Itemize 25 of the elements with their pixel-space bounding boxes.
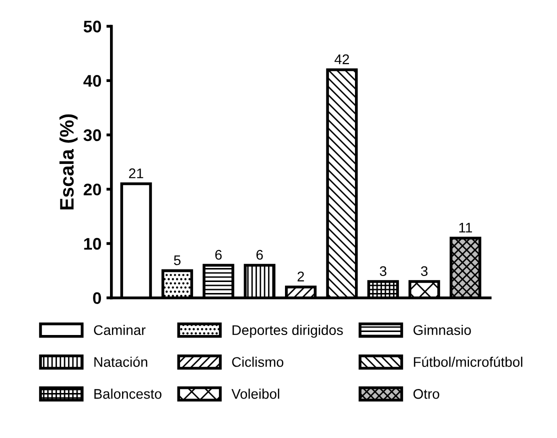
data-label: 3 [380, 266, 386, 276]
data-label: 42 [334, 54, 349, 64]
y-tick-label: 0 [93, 292, 101, 304]
y-axis-title: Escala (%) [59, 114, 78, 210]
legend-label: Baloncesto [94, 388, 162, 399]
data-label: 5 [174, 255, 181, 266]
data-label: 6 [256, 250, 263, 260]
legend-label: Caminar [94, 324, 146, 336]
data-label: 6 [215, 250, 222, 260]
data-label: 21 [129, 168, 144, 178]
y-tick-label: 20 [84, 184, 101, 196]
data-label: 2 [298, 272, 304, 282]
legend-label: Deportes dirigidos [232, 324, 343, 338]
legend-label: Ciclismo [232, 356, 284, 367]
legend-label: Fútbol/microfútbol [414, 356, 522, 367]
legend-label: Otro [413, 389, 440, 399]
data-label: 11 [459, 222, 472, 232]
y-tick-label: 40 [83, 74, 101, 87]
y-tick-label: 10 [84, 238, 101, 250]
legend-label: Gimnasio [414, 324, 471, 336]
y-tick-label: 30 [84, 129, 101, 142]
legend-label: Voleibol [231, 388, 280, 399]
legend-label: Natación [94, 356, 148, 367]
y-tick-label: 50 [84, 20, 101, 32]
data-label: 3 [420, 266, 428, 276]
